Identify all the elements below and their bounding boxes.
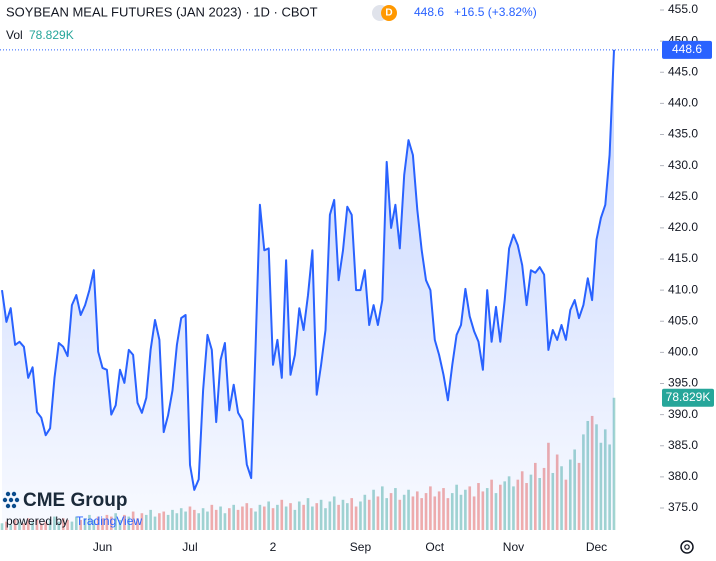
header-change: +16.5 (+3.82%)	[454, 5, 537, 19]
x-tick-label: Nov	[503, 540, 524, 554]
y-tick-label: 430.0	[668, 158, 698, 172]
logo-text: CME Group	[23, 490, 128, 511]
volume-value: 78.829K	[29, 28, 74, 42]
y-tick-label: 405.0	[668, 313, 698, 327]
x-tick-label: Dec	[586, 540, 607, 554]
header-price: 448.6	[414, 5, 444, 19]
y-tick-label: 375.0	[668, 500, 698, 514]
y-tick-label: 435.0	[668, 127, 698, 141]
x-tick-label: Oct	[425, 540, 444, 554]
y-tick-label: 410.0	[668, 282, 698, 296]
plot-area	[0, 49, 616, 531]
y-tick-label: 395.0	[668, 376, 698, 390]
volume-label: Vol	[6, 28, 23, 42]
y-tick-label: 455.0	[668, 2, 698, 16]
y-tick-label: 415.0	[668, 251, 698, 265]
last-volume-badge	[662, 388, 714, 407]
y-tick-label: 380.0	[668, 469, 698, 483]
y-tick-label: 445.0	[668, 64, 698, 78]
y-tick-label: 385.0	[668, 438, 698, 452]
y-tick-label: 425.0	[668, 189, 698, 203]
interval-badge-bg[interactable]	[381, 5, 397, 21]
logo	[2, 491, 20, 509]
interval-badge: D	[385, 8, 392, 19]
y-tick-label: 400.0	[668, 345, 698, 359]
tradingview[interactable]: TradingView	[76, 514, 142, 528]
x-tick-label: Jun	[93, 540, 112, 554]
y-tick-label: 390.0	[668, 407, 698, 421]
y-tick-label: 440.0	[668, 96, 698, 110]
price-line	[1, 49, 615, 491]
powered-by: powered by	[6, 514, 68, 528]
chart-title: SOYBEAN MEAL FUTURES (JAN 2023) · 1D · C…	[6, 4, 318, 19]
last-volume-badge-label: 78.829K	[666, 390, 711, 404]
price-area	[2, 49, 614, 531]
x-tick-label: Sep	[350, 540, 372, 554]
last-price-badge-label: 448.6	[672, 42, 702, 56]
last-price-badge	[662, 40, 712, 59]
y-tick-label: 420.0	[668, 220, 698, 234]
x-tick-label: Jul	[182, 540, 197, 554]
settings-icon[interactable]	[680, 540, 694, 554]
x-tick-label: 2	[270, 540, 277, 554]
